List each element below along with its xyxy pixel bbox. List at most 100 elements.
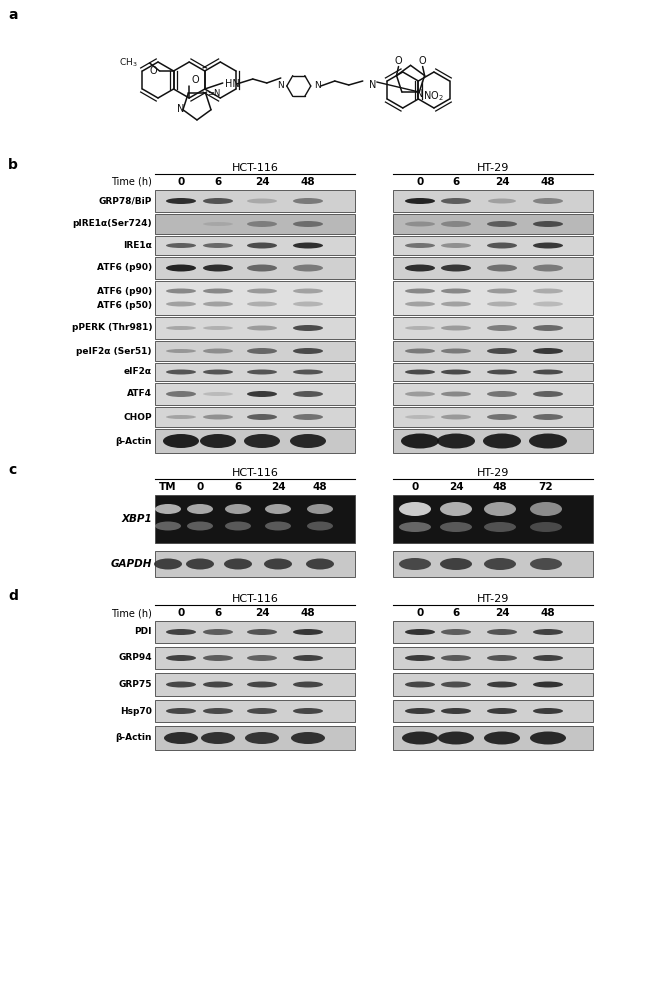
Ellipse shape [203,301,233,306]
Text: GRP94: GRP94 [118,653,152,663]
Ellipse shape [533,348,563,354]
Text: 72: 72 [539,482,553,492]
Ellipse shape [533,682,563,688]
Text: a: a [8,8,18,22]
Bar [155,495,355,543]
Ellipse shape [441,198,471,204]
Bar [393,257,593,279]
Ellipse shape [484,558,516,570]
Text: 48: 48 [493,482,507,492]
Ellipse shape [440,558,472,570]
Text: =N: =N [207,89,220,98]
Ellipse shape [441,243,471,248]
Bar [393,495,593,543]
Ellipse shape [402,732,438,745]
Ellipse shape [247,242,277,248]
Ellipse shape [484,502,516,516]
Text: 6: 6 [214,177,222,187]
Bar [155,647,355,669]
Text: β-Actin: β-Actin [116,734,152,743]
Ellipse shape [533,198,563,204]
Ellipse shape [166,708,196,714]
Text: β-Actin: β-Actin [116,436,152,445]
Ellipse shape [293,655,323,661]
Ellipse shape [166,415,196,419]
Ellipse shape [487,289,517,294]
Ellipse shape [203,243,233,248]
Text: Time (h): Time (h) [111,608,152,618]
Ellipse shape [405,629,435,635]
Ellipse shape [247,199,277,204]
Ellipse shape [441,221,471,227]
Ellipse shape [203,198,233,204]
Ellipse shape [533,301,563,306]
Text: HCT-116: HCT-116 [231,163,278,173]
Text: ATF6 (p90): ATF6 (p90) [97,288,152,296]
Text: Time (h): Time (h) [111,177,152,187]
Ellipse shape [529,433,567,448]
Ellipse shape [247,629,277,635]
Bar [393,317,593,339]
Ellipse shape [488,199,516,204]
Ellipse shape [166,349,196,353]
Ellipse shape [399,558,431,570]
Bar [155,214,355,234]
Ellipse shape [441,708,471,714]
Ellipse shape [487,414,517,420]
Ellipse shape [487,682,517,688]
Bar [155,236,355,255]
Ellipse shape [293,414,323,420]
Ellipse shape [166,629,196,635]
Ellipse shape [533,242,563,248]
Ellipse shape [203,629,233,635]
Ellipse shape [441,289,471,294]
Text: 48: 48 [541,608,555,618]
Ellipse shape [265,521,291,531]
Ellipse shape [293,391,323,397]
Bar [155,363,355,381]
Bar [393,236,593,255]
Ellipse shape [203,265,233,272]
Ellipse shape [405,655,435,661]
Ellipse shape [405,198,435,204]
Ellipse shape [247,265,277,272]
Ellipse shape [533,369,563,374]
Text: 6: 6 [214,608,222,618]
Ellipse shape [533,655,563,661]
Ellipse shape [306,558,334,569]
Ellipse shape [203,222,233,226]
Ellipse shape [265,504,291,514]
Ellipse shape [247,708,277,714]
Ellipse shape [203,708,233,714]
Ellipse shape [203,415,233,420]
Ellipse shape [405,301,435,306]
Ellipse shape [441,349,471,354]
Text: 24: 24 [495,177,510,187]
Bar [393,341,593,361]
Bar [155,281,355,315]
Ellipse shape [530,502,562,516]
Ellipse shape [264,558,292,569]
Text: 6: 6 [235,482,242,492]
Text: 0: 0 [417,177,424,187]
Ellipse shape [293,682,323,688]
Text: N: N [415,89,423,99]
Ellipse shape [166,301,196,306]
Text: 0: 0 [411,482,419,492]
Text: 24: 24 [270,482,285,492]
Text: CH$_3$: CH$_3$ [119,57,138,69]
Ellipse shape [166,391,196,397]
Text: HT-29: HT-29 [477,163,509,173]
Text: HCT-116: HCT-116 [231,468,278,478]
Ellipse shape [166,265,196,272]
Ellipse shape [293,325,323,331]
Ellipse shape [293,289,323,294]
Bar [393,700,593,722]
Ellipse shape [484,732,520,745]
Bar [155,726,355,750]
Text: pPERK (Thr981): pPERK (Thr981) [72,323,152,333]
Ellipse shape [244,434,280,448]
Bar [155,257,355,279]
Ellipse shape [441,415,471,420]
Ellipse shape [441,301,471,306]
